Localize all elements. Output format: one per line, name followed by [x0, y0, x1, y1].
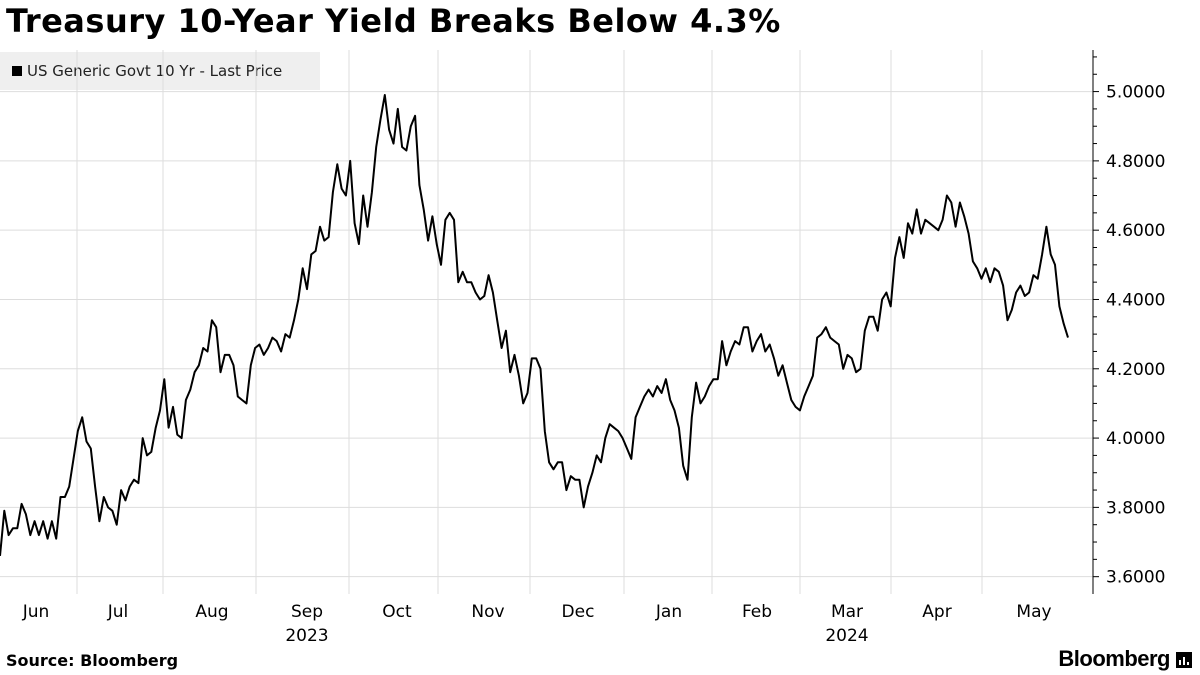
- y-tick-label: 4.8000: [1106, 152, 1165, 172]
- y-axis: 3.6000 3.8000 4.0000 4.2000 4.4000 4.6000 4.80…: [1092, 50, 1165, 594]
- x-tick-label: Sep: [291, 602, 323, 622]
- brand: Bloomberg: [1058, 646, 1192, 672]
- brand-name: Bloomberg: [1058, 646, 1170, 671]
- x-year-label: 2023: [285, 626, 328, 646]
- y-tick-label: 5.0000: [1106, 83, 1165, 103]
- x-tick-label: Oct: [382, 602, 412, 622]
- x-year-label: 2024: [825, 626, 868, 646]
- y-tick-label: 4.4000: [1106, 290, 1165, 310]
- y-tick-label: 3.6000: [1106, 568, 1165, 588]
- x-tick-label: Mar: [831, 602, 863, 622]
- x-tick-label: Feb: [742, 602, 772, 622]
- x-tick-label: Jul: [107, 602, 129, 622]
- y-tick-label: 4.6000: [1106, 221, 1165, 241]
- x-axis: Jun Jul Aug Sep Oct Nov Dec Jan Feb Mar Apr May 2023…: [22, 602, 1052, 646]
- chart-title: Treasury 10-Year Yield Breaks Below 4.3%: [6, 2, 781, 40]
- x-tick-label: Aug: [195, 602, 228, 622]
- legend-swatch: [12, 66, 22, 76]
- legend: US Generic Govt 10 Yr - Last Price: [0, 52, 320, 90]
- x-tick-label: Nov: [471, 602, 504, 622]
- x-tick-label: Jun: [22, 602, 50, 622]
- x-tick-label: Apr: [922, 602, 951, 622]
- bloomberg-logo-icon: [1176, 652, 1192, 668]
- y-tick-label: 3.8000: [1106, 498, 1165, 518]
- grid: [0, 50, 1093, 594]
- x-tick-label: May: [1016, 602, 1051, 622]
- y-tick-label: 4.0000: [1106, 429, 1165, 449]
- series-line: [0, 94, 1069, 556]
- legend-label: US Generic Govt 10 Yr - Last Price: [27, 62, 283, 80]
- x-tick-label: Dec: [562, 602, 595, 622]
- y-tick-label: 4.2000: [1106, 360, 1165, 380]
- x-tick-label: Jan: [655, 602, 682, 622]
- source-note: Source: Bloomberg: [6, 651, 179, 670]
- series-group: [0, 94, 1069, 556]
